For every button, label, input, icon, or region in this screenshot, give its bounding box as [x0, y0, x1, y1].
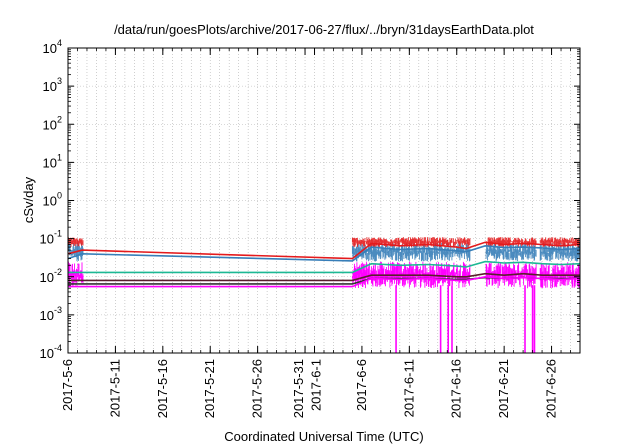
series-line	[68, 272, 580, 282]
y-tick-label: 10-2	[40, 267, 62, 285]
series-line	[67, 241, 581, 260]
series-line	[68, 260, 581, 274]
y-tick-label: 103	[43, 76, 62, 94]
noise-band	[539, 237, 581, 247]
y-tick-label: 104	[43, 38, 62, 56]
plot-area	[67, 237, 581, 353]
y-axis-label: cSv/day	[21, 176, 36, 223]
x-tick-label: 2017-5-16	[155, 359, 170, 418]
chart-title: /data/run/goesPlots/archive/2017-06-27/f…	[114, 22, 534, 37]
series-line	[68, 275, 581, 288]
y-tick-label: 102	[43, 114, 62, 132]
x-tick-label: 2017-6-21	[496, 359, 511, 418]
x-axis-label: Coordinated Universal Time (UTC)	[224, 429, 423, 444]
noise-band	[539, 242, 581, 262]
x-tick-label: 2017-6-11	[401, 359, 416, 417]
x-tick-label: 2017-5-26	[250, 359, 265, 418]
series-line	[67, 244, 581, 262]
y-tick-label: 10-4	[40, 343, 62, 361]
x-tick-label: 2017-5-11	[107, 359, 122, 417]
y-tick-label: 101	[43, 152, 62, 170]
axes: 10-4 10-3 10-2 10-1 100 101 102 103 104 2017-5-6 2…	[40, 38, 581, 418]
noise-band	[351, 237, 471, 248]
x-tick-label: 2017-6-16	[449, 359, 464, 418]
x-tick-label: 2017-6-1	[309, 359, 324, 411]
x-tick-label: 2017-5-31	[291, 359, 306, 418]
x-tick-label: 2017-6-26	[544, 359, 559, 418]
x-tick-label: 2017-5-6	[60, 359, 75, 411]
noise-band	[485, 242, 537, 262]
x-tick-label: 2017-5-21	[202, 359, 217, 418]
y-tick-label: 100	[43, 191, 62, 209]
y-tick-label: 10-1	[40, 229, 62, 247]
grid	[67, 47, 581, 354]
x-tick-label: 2017-6-6	[354, 359, 369, 411]
y-tick-label: 10-3	[40, 305, 62, 323]
